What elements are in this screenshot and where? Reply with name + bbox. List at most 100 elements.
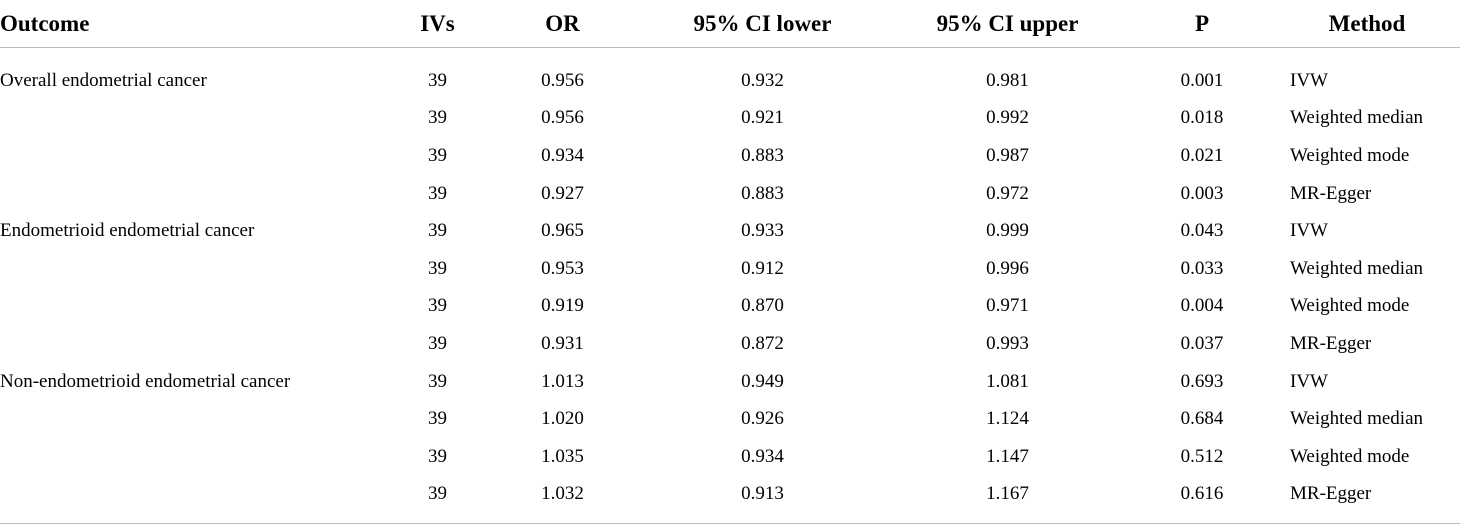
cell-method: Weighted median [1274,250,1460,288]
cell-p: 0.018 [1130,100,1274,138]
cell-ivs: 39 [390,212,485,250]
cell-p: 0.004 [1130,288,1274,326]
cell-ci-lower: 0.872 [640,325,885,363]
cell-ivs: 39 [390,363,485,401]
header-ivs: IVs [390,0,485,48]
cell-ci-upper: 0.987 [885,137,1130,175]
cell-ci-lower: 0.883 [640,175,885,213]
cell-method: Weighted mode [1274,438,1460,476]
cell-outcome [0,288,390,326]
cell-p: 0.033 [1130,250,1274,288]
cell-or: 0.931 [485,325,640,363]
cell-ci-lower: 0.883 [640,137,885,175]
table-bottom-rule [0,523,1460,524]
cell-p: 0.512 [1130,438,1274,476]
cell-method: IVW [1274,212,1460,250]
cell-ci-lower: 0.912 [640,250,885,288]
cell-or: 0.956 [485,48,640,100]
cell-or: 0.956 [485,100,640,138]
header-or: OR [485,0,640,48]
cell-method: MR-Egger [1274,175,1460,213]
cell-outcome: Endometrioid endometrial cancer [0,212,390,250]
cell-or: 0.927 [485,175,640,213]
header-row: Outcome IVs OR 95% CI lower 95% CI upper… [0,0,1460,48]
cell-ci-lower: 0.949 [640,363,885,401]
cell-outcome: Overall endometrial cancer [0,48,390,100]
cell-ivs: 39 [390,250,485,288]
header-ci-lower: 95% CI lower [640,0,885,48]
cell-outcome [0,325,390,363]
header-p: P [1130,0,1274,48]
cell-ivs: 39 [390,175,485,213]
cell-method: IVW [1274,48,1460,100]
cell-ci-upper: 1.081 [885,363,1130,401]
cell-method: Weighted mode [1274,137,1460,175]
cell-p: 0.003 [1130,175,1274,213]
cell-ci-upper: 0.971 [885,288,1130,326]
cell-ci-lower: 0.933 [640,212,885,250]
cell-ivs: 39 [390,400,485,438]
cell-p: 0.684 [1130,400,1274,438]
cell-p: 0.037 [1130,325,1274,363]
cell-outcome [0,400,390,438]
cell-ci-lower: 0.932 [640,48,885,100]
cell-method: Weighted median [1274,100,1460,138]
cell-ci-upper: 0.981 [885,48,1130,100]
header-method: Method [1274,0,1460,48]
header-outcome: Outcome [0,0,390,48]
cell-ivs: 39 [390,288,485,326]
cell-ivs: 39 [390,438,485,476]
cell-ci-lower: 0.921 [640,100,885,138]
cell-or: 0.953 [485,250,640,288]
cell-p: 0.043 [1130,212,1274,250]
cell-p: 0.693 [1130,363,1274,401]
cell-method: Weighted median [1274,400,1460,438]
table-header: Outcome IVs OR 95% CI lower 95% CI upper… [0,0,1460,48]
cell-or: 1.035 [485,438,640,476]
cell-ivs: 39 [390,325,485,363]
cell-outcome [0,175,390,213]
cell-or: 1.013 [485,363,640,401]
cell-ci-upper: 0.999 [885,212,1130,250]
cell-ci-upper: 0.996 [885,250,1130,288]
cell-outcome [0,100,390,138]
cell-or: 0.965 [485,212,640,250]
cell-p: 0.001 [1130,48,1274,100]
cell-outcome [0,250,390,288]
cell-ci-upper: 1.147 [885,438,1130,476]
cell-or: 0.934 [485,137,640,175]
header-ci-upper: 95% CI upper [885,0,1130,48]
cell-ci-lower: 0.870 [640,288,885,326]
cell-method: MR-Egger [1274,325,1460,363]
cell-or: 0.919 [485,288,640,326]
cell-ivs: 39 [390,137,485,175]
cell-ci-upper: 0.992 [885,100,1130,138]
cell-ci-lower: 0.926 [640,400,885,438]
cell-outcome [0,137,390,175]
cell-method: IVW [1274,363,1460,401]
cell-outcome [0,438,390,476]
cell-ci-upper: 1.124 [885,400,1130,438]
cell-p: 0.021 [1130,137,1274,175]
cell-method: Weighted mode [1274,288,1460,326]
cell-ivs: 39 [390,100,485,138]
cell-ci-upper: 0.972 [885,175,1130,213]
cell-outcome: Non-endometrioid endometrial cancer [0,363,390,401]
cell-or: 1.020 [485,400,640,438]
cell-ivs: 39 [390,48,485,100]
cell-ci-lower: 0.934 [640,438,885,476]
cell-ci-upper: 0.993 [885,325,1130,363]
